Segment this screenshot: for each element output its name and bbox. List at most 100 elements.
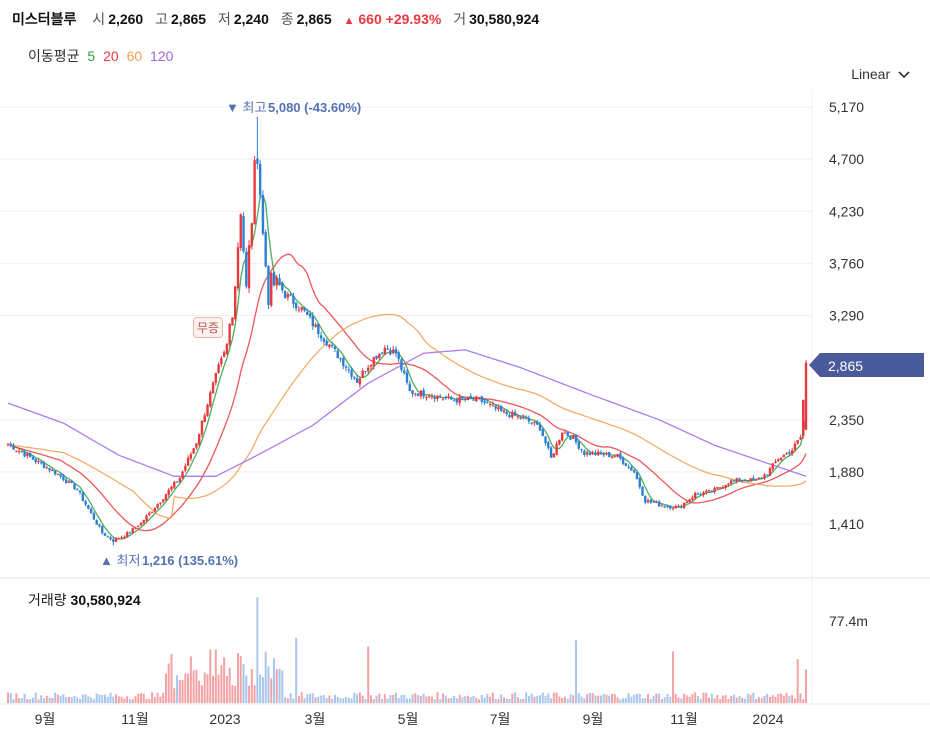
volume-bar bbox=[719, 699, 722, 703]
candle-body bbox=[674, 506, 677, 509]
volume-bar bbox=[442, 693, 445, 703]
volume-bar bbox=[439, 699, 442, 703]
volume-bar bbox=[575, 640, 578, 703]
volume-bar bbox=[691, 694, 694, 703]
volume-bar bbox=[599, 695, 602, 703]
volume-bar bbox=[755, 699, 758, 703]
candle-body bbox=[699, 494, 702, 496]
candle-body bbox=[461, 396, 464, 399]
volume-bar bbox=[18, 698, 21, 703]
candle-body bbox=[757, 477, 761, 479]
volume-bar bbox=[311, 693, 314, 703]
candle-body bbox=[749, 478, 752, 482]
candle-body bbox=[250, 223, 254, 246]
volume-bar bbox=[699, 698, 702, 703]
volume-bar bbox=[680, 698, 683, 703]
scale-selector-label: Linear bbox=[851, 66, 891, 82]
candle-body bbox=[527, 418, 531, 422]
candle-body bbox=[547, 442, 550, 448]
candle-body bbox=[721, 487, 725, 489]
volume-bar bbox=[62, 694, 65, 703]
candle-body bbox=[779, 457, 783, 461]
volume-bar bbox=[15, 693, 18, 703]
candle-body bbox=[782, 454, 786, 458]
volume-bar bbox=[771, 695, 774, 703]
candle-body bbox=[727, 483, 730, 485]
candle-body bbox=[702, 492, 705, 496]
scale-selector[interactable]: Linear bbox=[851, 66, 910, 82]
volume-bar bbox=[206, 674, 209, 703]
candle-body bbox=[128, 532, 132, 534]
volume-bar bbox=[788, 695, 791, 703]
candle-body bbox=[735, 478, 738, 482]
volume-bar bbox=[322, 695, 325, 703]
volume-bar bbox=[109, 692, 112, 703]
volume-bar bbox=[400, 695, 403, 703]
candle-body bbox=[511, 412, 514, 418]
volume-bar bbox=[297, 696, 300, 703]
volume-bar bbox=[505, 698, 508, 703]
candle-body bbox=[799, 437, 802, 440]
volume-bar bbox=[231, 685, 234, 703]
candle-body bbox=[236, 247, 240, 289]
candle-body bbox=[178, 477, 181, 482]
candle-body bbox=[67, 480, 71, 483]
volume-bar bbox=[151, 692, 154, 703]
volume-bar bbox=[59, 696, 62, 703]
volume-bar bbox=[685, 695, 688, 703]
volume-panel-title: 거래량 bbox=[28, 592, 67, 608]
candle-body bbox=[705, 490, 708, 493]
volume-bar bbox=[148, 699, 151, 703]
volume-bar bbox=[660, 699, 663, 703]
volume-bar bbox=[375, 695, 378, 703]
volume-bar bbox=[389, 694, 392, 703]
volume-bar bbox=[428, 696, 431, 703]
volume-bar bbox=[780, 693, 783, 703]
candle-body bbox=[131, 528, 134, 533]
candle-body bbox=[713, 488, 716, 493]
volume-bar bbox=[580, 696, 583, 703]
volume-bar bbox=[408, 698, 411, 703]
volume-bar bbox=[469, 697, 472, 703]
volume-bar bbox=[23, 693, 26, 703]
volume-bar bbox=[494, 698, 497, 703]
max-marker-value: 5,080 (-43.60%) bbox=[268, 100, 361, 115]
candle-body bbox=[555, 443, 558, 455]
change-arrow-icon: ▲ bbox=[343, 15, 355, 27]
candle-body bbox=[475, 396, 478, 402]
volume-bar bbox=[361, 695, 364, 703]
volume-bar bbox=[674, 693, 677, 703]
bonus-issue-badge: 무증 bbox=[193, 317, 224, 338]
candle-body bbox=[378, 353, 381, 359]
volume-bar bbox=[588, 692, 591, 703]
volume-bar bbox=[29, 699, 32, 703]
candle-body bbox=[682, 502, 686, 508]
volume-bar bbox=[419, 695, 422, 703]
candle-body bbox=[189, 454, 193, 459]
candle-body bbox=[766, 474, 769, 476]
volume-bar bbox=[397, 698, 400, 703]
stock-name: 미스터블루 bbox=[12, 11, 77, 27]
candle-body bbox=[500, 405, 503, 412]
candle-body bbox=[802, 399, 805, 437]
volume-bar bbox=[217, 674, 220, 703]
candle-body bbox=[724, 484, 727, 488]
candle-body bbox=[314, 324, 317, 328]
candle-body bbox=[256, 158, 259, 164]
volume-bar bbox=[622, 698, 625, 703]
candle-body bbox=[181, 471, 184, 479]
candle-body bbox=[491, 404, 495, 406]
volume-bar bbox=[430, 696, 433, 703]
volume-bar bbox=[56, 694, 59, 703]
volume-bar bbox=[378, 693, 381, 703]
candle-body bbox=[386, 348, 389, 350]
candle-body bbox=[577, 441, 580, 449]
volume-bar bbox=[43, 698, 46, 703]
volume-bar bbox=[314, 697, 317, 703]
candle-body bbox=[608, 452, 611, 458]
candle-body bbox=[109, 537, 112, 540]
candle-body bbox=[123, 536, 126, 538]
candle-body bbox=[660, 505, 664, 507]
volume-bar bbox=[669, 696, 672, 703]
